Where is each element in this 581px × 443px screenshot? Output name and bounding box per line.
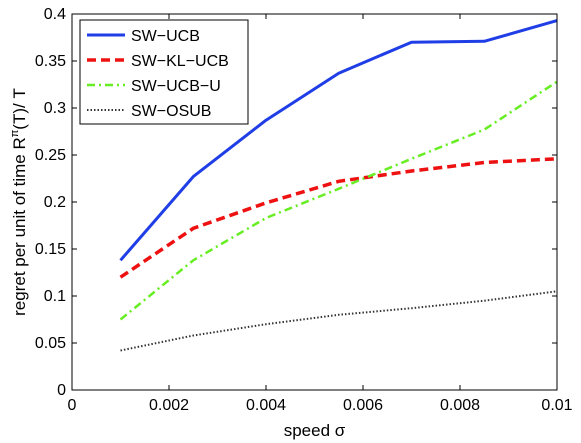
y-axis: 0 0.05 0.1 0.15 0.2 0.25 0.3 0.35 0.4: [35, 6, 557, 399]
legend-label: SW−UCB: [131, 28, 200, 45]
y-axis-label: regret per unit of time Rπ(T)/ T: [9, 88, 29, 316]
x-axis: 0 0.002 0.004 0.006 0.008 0.01: [68, 14, 573, 414]
y-axis-label-main: regret per unit of time R: [10, 137, 29, 316]
y-tick-label: 0.3: [44, 100, 66, 117]
x-tick-label: 0.004: [246, 397, 286, 414]
x-tick-label: 0.002: [149, 397, 189, 414]
y-axis-label-superscript: π: [9, 129, 21, 137]
x-tick-label: 0: [68, 397, 77, 414]
series-line: [119, 19, 558, 262]
series-line: [119, 157, 558, 279]
legend-box: [79, 19, 249, 125]
y-tick-label: 0.15: [35, 241, 66, 258]
y-tick-label: 0.2: [44, 194, 66, 211]
y-tick-label: 0: [57, 382, 66, 399]
y-axis-label-tail: (T)/ T: [10, 88, 29, 130]
x-tick-label: 0.01: [541, 397, 572, 414]
y-tick-label: 0.4: [44, 6, 66, 23]
series-line: [119, 80, 558, 321]
x-tick-label: 0.006: [343, 397, 383, 414]
plot-lines: [119, 19, 558, 352]
y-tick-label: 0.25: [35, 147, 66, 164]
y-tick-label: 0.35: [35, 53, 66, 70]
legend-label: SW−OSUB: [131, 103, 211, 120]
legend-label: SW−UCB−U: [131, 78, 221, 95]
legend-label: SW−KL−UCB: [131, 53, 229, 70]
y-tick-label: 0.05: [35, 335, 66, 352]
x-tick-label: 0.008: [440, 397, 480, 414]
legend: SW−UCB SW−KL−UCB SW−UCB−U SW−OSUB: [79, 19, 249, 125]
series-line: [120, 290, 558, 352]
x-axis-label: speed σ: [284, 421, 346, 440]
y-tick-label: 0.1: [44, 288, 66, 305]
